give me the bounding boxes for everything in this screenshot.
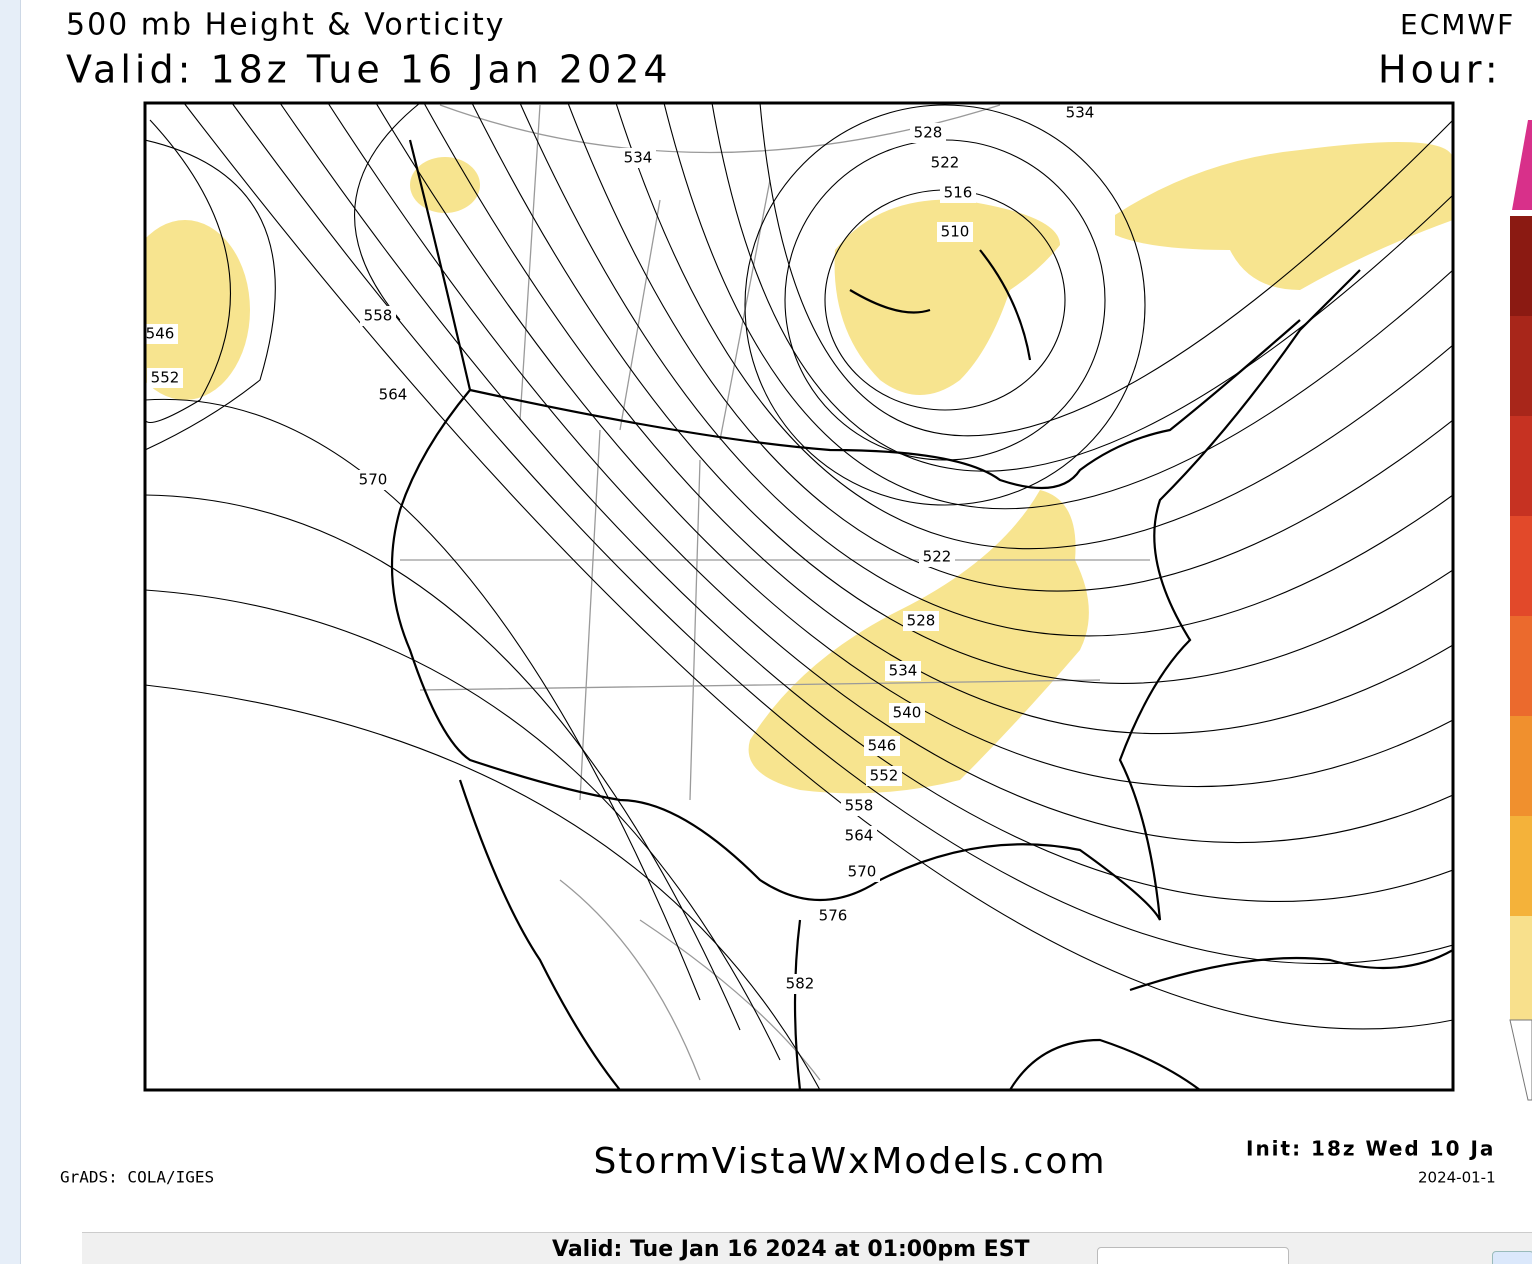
contour-label-bg [844,862,880,882]
contour-label-bg [841,826,877,846]
map-frame [143,101,1455,1092]
contour-label: 516 [944,184,973,202]
contour-line [327,103,1453,844]
contour-label: 522 [931,154,960,172]
contour-label: 558 [364,307,393,325]
contour-label-bg [903,611,939,631]
contour-line [663,103,1453,510]
contour-label: 576 [819,907,848,925]
button[interactable] [1492,1251,1532,1264]
grads-credit: GrADS: COLA/IGES [60,1168,214,1187]
coastlines [390,139,1453,1090]
contour-label-bg [355,470,391,490]
contour-label-bg [864,736,900,756]
bottom-valid-time: Valid: Tue Jan 16 2024 at 01:00pm EST [552,1237,1030,1262]
init-time: Init: 18z Wed 10 Ja [1246,1137,1495,1161]
init-date: 2024-01-1 [1418,1169,1496,1187]
contour-line [145,494,741,1031]
contour-label-bg [815,906,851,926]
contour-label: 564 [379,386,408,404]
contour-label: 534 [1066,104,1095,122]
contour-label-bg [919,547,955,567]
contour-label: 570 [359,471,388,489]
contour-label: 552 [870,767,899,785]
contour-line [471,103,1453,684]
contour-label: 534 [624,149,653,167]
contour-line [615,103,1453,550]
contour-label-bg [1062,103,1098,123]
contour-line [423,103,1453,735]
contour-line [519,103,1453,637]
contour-label-bg [889,703,925,723]
contour-line [183,103,1453,1030]
contour-label-bg [360,306,396,326]
contour-label-bg [885,661,921,681]
select-box[interactable] [1097,1247,1289,1264]
contour-label: 558 [845,797,874,815]
contour-label-bg [782,974,818,994]
contour-label-bg [375,385,411,405]
contour-label: 510 [941,223,970,241]
contour-label-bg [910,123,946,143]
contour-label: 570 [848,863,877,881]
color-scale [1509,120,1532,1101]
contour-label: 582 [786,975,815,993]
contour-line [279,103,1453,902]
contour-label: 552 [151,369,180,387]
side-strip [0,0,21,1264]
contour-label: 522 [923,548,952,566]
contour-label: 534 [889,662,918,680]
vorticity-shading [145,142,1453,794]
contour-label-bg [927,153,963,173]
contour-label: 528 [907,612,936,630]
contour-label: 528 [914,124,943,142]
contour-label-bg [620,148,656,168]
contour-label: 546 [146,325,175,343]
bottom-bar: Valid: Tue Jan 16 2024 at 01:00pm EST [82,1232,1532,1264]
map-title: 500 mb Height & Vorticity [66,8,506,43]
contour-line [759,103,1453,437]
forecast-hour: Hour: [1378,48,1502,92]
contour-line [145,684,821,1090]
contour-label: 564 [845,827,874,845]
contour-label: 546 [868,737,897,755]
contour-line [711,103,1453,472]
contour-line [567,103,1453,592]
contour-label-bg [841,796,877,816]
contour-labels: 534 528 522 516 510 534 558 546 552 564 570 522 528 5… [145,103,1098,994]
contour-label-bg [147,368,183,388]
contour-label: 540 [893,704,922,722]
contour-label-bg [145,324,178,344]
valid-time: Valid: 18z Tue 16 Jan 2024 [66,48,672,92]
contour-label-bg [937,222,973,242]
height-contours [145,103,1453,1090]
model-name: ECMWF [1400,8,1515,41]
map-content: 534 528 522 516 510 534 558 546 552 564 570 522 528 5… [145,103,1453,1090]
contour-label-bg [866,766,902,786]
contour-line [231,103,1453,965]
contour-line [145,589,781,1061]
map-image: 500 mb Height & Vorticity Valid: 18z Tue… [60,8,1532,1187]
contour-line [145,398,701,1001]
site-name: StormVistaWxModels.com [593,1141,1106,1182]
contour-label-bg [940,183,976,203]
